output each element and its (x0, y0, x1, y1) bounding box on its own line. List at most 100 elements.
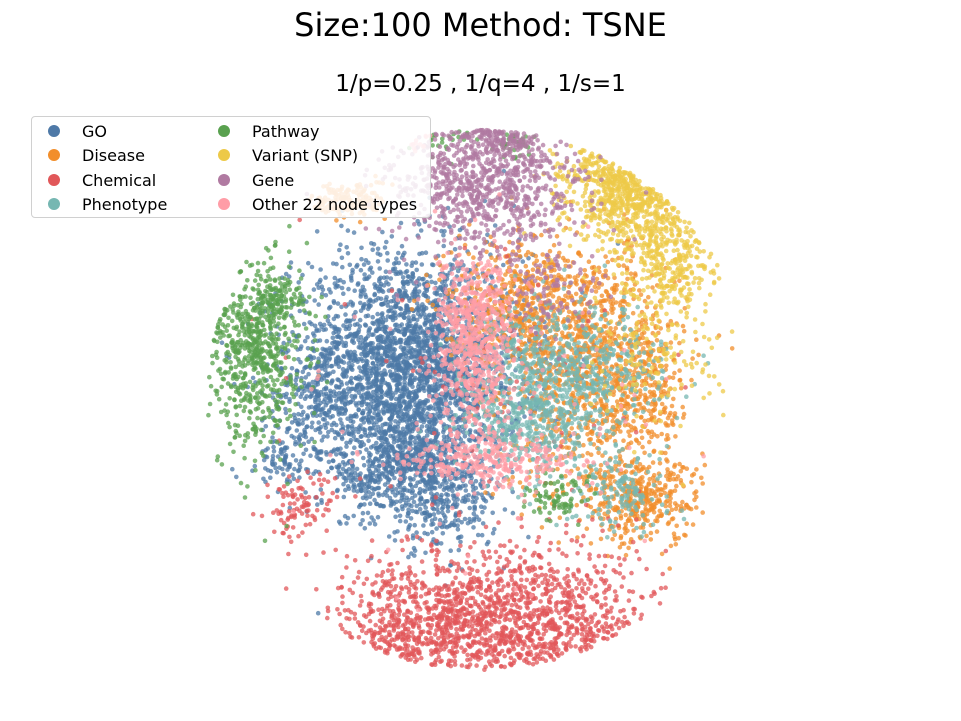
data-point (418, 418, 423, 424)
data-point (297, 465, 303, 470)
data-point (388, 433, 393, 439)
data-point (603, 268, 608, 274)
data-point (388, 468, 394, 474)
data-point (350, 466, 356, 472)
data-point (422, 402, 427, 408)
data-point (406, 341, 411, 346)
data-point (380, 289, 386, 295)
data-point (396, 381, 401, 386)
data-point (400, 441, 405, 446)
data-point (345, 251, 351, 256)
data-point (387, 349, 393, 355)
data-point (406, 318, 411, 324)
data-point (345, 424, 350, 429)
chart-title: Size:100 Method: TSNE (294, 6, 667, 44)
data-point (370, 314, 376, 320)
data-point (407, 467, 413, 472)
data-point (310, 379, 316, 385)
data-point (370, 379, 376, 385)
data-point (350, 451, 356, 456)
data-point (569, 426, 574, 431)
data-point (395, 490, 400, 496)
data-point (323, 450, 329, 455)
data-point (385, 408, 391, 414)
data-point (341, 343, 347, 349)
data-point (219, 340, 225, 346)
data-point (490, 510, 496, 516)
data-point (380, 441, 385, 447)
data-point (336, 364, 342, 370)
data-point (322, 347, 327, 353)
data-point (338, 242, 343, 247)
data-point (364, 276, 369, 281)
data-point (316, 302, 322, 307)
data-point (637, 288, 642, 293)
data-point (501, 404, 507, 410)
data-point (330, 335, 336, 341)
data-point (390, 489, 396, 495)
data-point (335, 301, 341, 306)
data-point (343, 487, 348, 493)
data-point (323, 275, 328, 280)
data-point (492, 223, 498, 228)
data-point (361, 408, 366, 414)
data-point (348, 413, 354, 419)
data-point (318, 457, 324, 462)
data-point (454, 287, 459, 293)
data-point (452, 518, 458, 523)
data-point (399, 411, 405, 417)
data-point (392, 475, 397, 481)
data-point (340, 366, 346, 372)
data-point (399, 481, 404, 486)
data-point (388, 354, 394, 359)
data-point (681, 415, 686, 420)
data-point (404, 294, 409, 299)
data-point (402, 315, 407, 321)
data-point (354, 330, 360, 336)
data-point (304, 394, 310, 399)
data-point (373, 285, 378, 290)
data-point (359, 434, 364, 439)
data-point (431, 335, 437, 340)
data-point (584, 526, 590, 531)
data-point (365, 342, 371, 347)
data-point (631, 418, 636, 424)
data-point (350, 270, 355, 276)
data-point (426, 318, 431, 323)
data-point (642, 450, 647, 456)
data-point (613, 379, 619, 384)
data-point (342, 411, 348, 416)
data-point (463, 488, 469, 493)
data-point (306, 382, 312, 388)
data-point (400, 385, 405, 391)
data-point (622, 398, 627, 403)
data-point (456, 534, 462, 540)
data-point (432, 438, 438, 444)
data-point (423, 343, 429, 348)
data-point (397, 393, 403, 399)
data-point (397, 288, 403, 294)
data-point (630, 310, 636, 316)
data-point (351, 513, 357, 519)
data-point (331, 420, 337, 426)
data-point (336, 384, 342, 390)
data-point (293, 458, 299, 463)
data-point (339, 285, 345, 291)
data-point (415, 218, 421, 224)
data-point (397, 338, 403, 343)
data-point (411, 499, 417, 505)
data-point (437, 400, 442, 406)
data-point (677, 368, 682, 373)
data-point (317, 279, 322, 285)
data-point (414, 267, 420, 273)
data-point (611, 286, 617, 291)
data-point (367, 414, 372, 419)
data-point (375, 514, 381, 520)
data-point (403, 519, 409, 524)
data-point (326, 287, 332, 292)
data-point (401, 285, 406, 290)
data-point (417, 377, 422, 382)
data-point (311, 355, 317, 361)
data-point (343, 407, 348, 413)
data-point (375, 246, 381, 252)
